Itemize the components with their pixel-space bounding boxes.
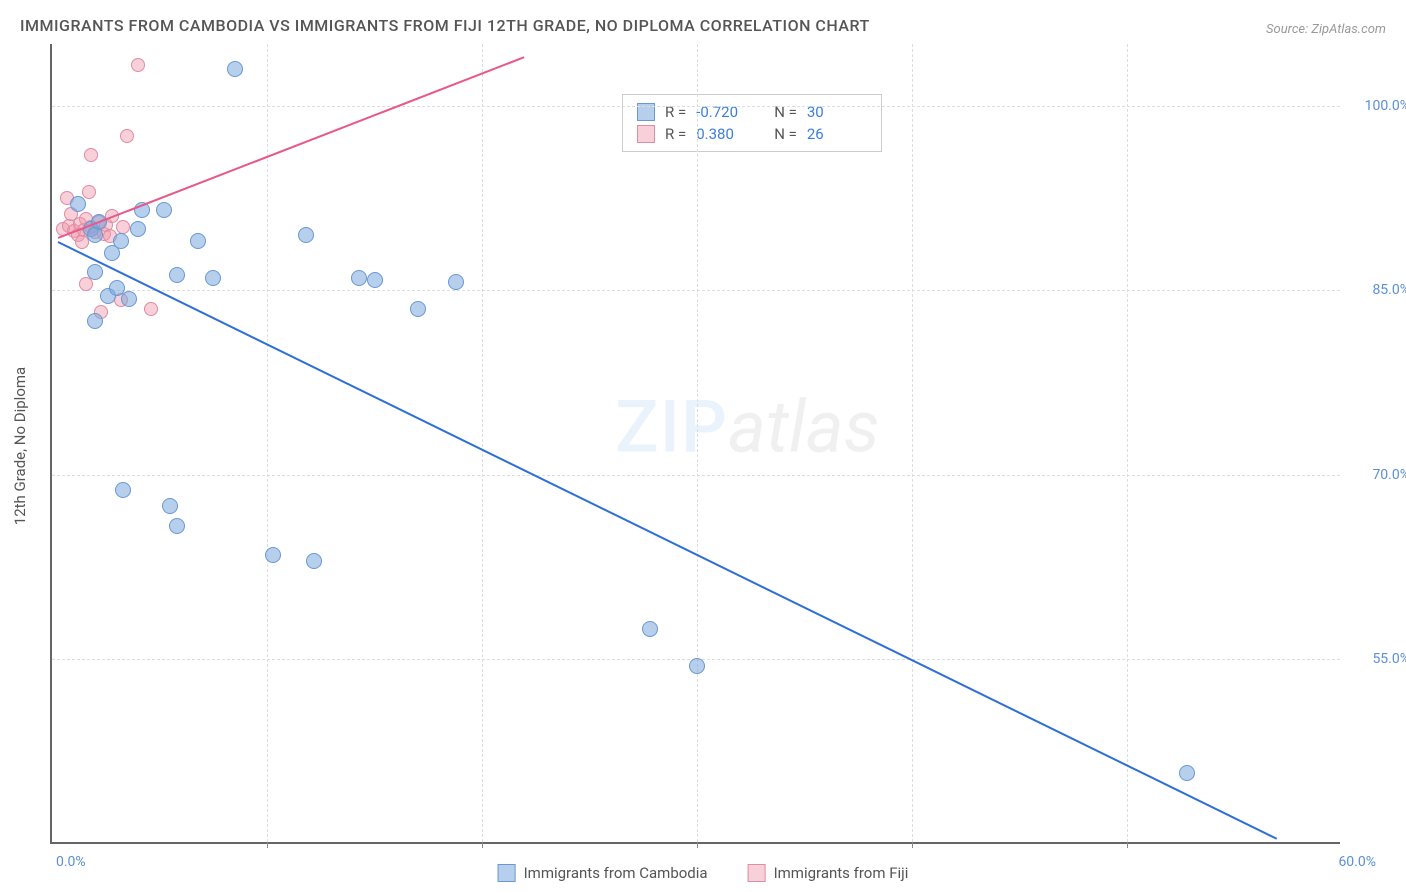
n-value-pink: 26	[807, 125, 867, 143]
scatter-point	[306, 553, 322, 569]
scatter-point	[190, 233, 206, 249]
scatter-point	[87, 313, 103, 329]
gridline-v	[912, 44, 913, 842]
scatter-point	[265, 547, 281, 563]
swatch-pink-icon	[637, 125, 655, 143]
scatter-point	[367, 272, 383, 288]
gridline-h	[52, 290, 1340, 291]
xtick-mark	[912, 842, 913, 848]
scatter-point	[120, 129, 134, 143]
scatter-point	[642, 621, 658, 637]
scatter-point	[205, 270, 221, 286]
xtick-mark	[267, 842, 268, 848]
source-label: Source: ZipAtlas.com	[1266, 22, 1386, 37]
r-label: R =	[665, 125, 686, 143]
ytick-label: 55.0%	[1350, 651, 1406, 667]
scatter-point	[227, 61, 243, 77]
stats-row-blue: R = -0.720 N = 30	[637, 101, 867, 123]
scatter-point	[1179, 765, 1195, 781]
watermark: ZIPatlas	[615, 385, 880, 470]
scatter-point	[84, 148, 98, 162]
scatter-point	[115, 482, 131, 498]
scatter-point	[82, 185, 96, 199]
trendline	[58, 241, 1278, 840]
scatter-point	[144, 302, 158, 316]
gridline-v	[697, 44, 698, 842]
trendline	[58, 56, 525, 239]
scatter-point	[130, 221, 146, 237]
stats-row-pink: R = 0.380 N = 26	[637, 123, 867, 145]
stats-legend: R = -0.720 N = 30 R = 0.380 N = 26	[622, 94, 882, 152]
scatter-point	[410, 301, 426, 317]
scatter-point	[448, 274, 464, 290]
ytick-label: 100.0%	[1350, 98, 1406, 114]
xtick-first: 0.0%	[56, 854, 86, 870]
xtick-mark	[1127, 842, 1128, 848]
scatter-point	[162, 498, 178, 514]
scatter-point	[131, 58, 145, 72]
gridline-h	[52, 475, 1340, 476]
plot-area: ZIPatlas R = -0.720 N = 30 R = 0.380 N =…	[50, 44, 1340, 844]
gridline-v	[267, 44, 268, 842]
n-label: N =	[774, 125, 797, 143]
chart-title: IMMIGRANTS FROM CAMBODIA VS IMMIGRANTS F…	[20, 16, 870, 35]
scatter-point	[70, 196, 86, 212]
swatch-pink-icon	[748, 864, 766, 882]
legend-item-blue: Immigrants from Cambodia	[498, 864, 708, 882]
y-axis-label: 12th Grade, No Diploma	[11, 367, 29, 525]
gridline-h	[52, 106, 1340, 107]
r-value-pink: 0.380	[696, 125, 756, 143]
legend-label-blue: Immigrants from Cambodia	[524, 864, 708, 882]
scatter-point	[689, 658, 705, 674]
ytick-label: 85.0%	[1350, 282, 1406, 298]
legend-item-pink: Immigrants from Fiji	[748, 864, 909, 882]
scatter-point	[169, 518, 185, 534]
xtick-mark	[697, 842, 698, 848]
scatter-point	[169, 267, 185, 283]
gridline-v	[1127, 44, 1128, 842]
scatter-point	[87, 264, 103, 280]
scatter-point	[156, 202, 172, 218]
scatter-point	[87, 227, 103, 243]
watermark-zip: ZIP	[615, 385, 728, 470]
scatter-point	[121, 291, 137, 307]
ytick-label: 70.0%	[1350, 467, 1406, 483]
watermark-atlas: atlas	[728, 385, 880, 470]
swatch-blue-icon	[498, 864, 516, 882]
xtick-mark	[482, 842, 483, 848]
scatter-point	[113, 233, 129, 249]
xtick-last: 60.0%	[1338, 854, 1376, 870]
scatter-point	[351, 270, 367, 286]
legend-label-pink: Immigrants from Fiji	[774, 864, 909, 882]
gridline-v	[482, 44, 483, 842]
scatter-point	[298, 227, 314, 243]
series-legend: Immigrants from Cambodia Immigrants from…	[498, 864, 909, 882]
